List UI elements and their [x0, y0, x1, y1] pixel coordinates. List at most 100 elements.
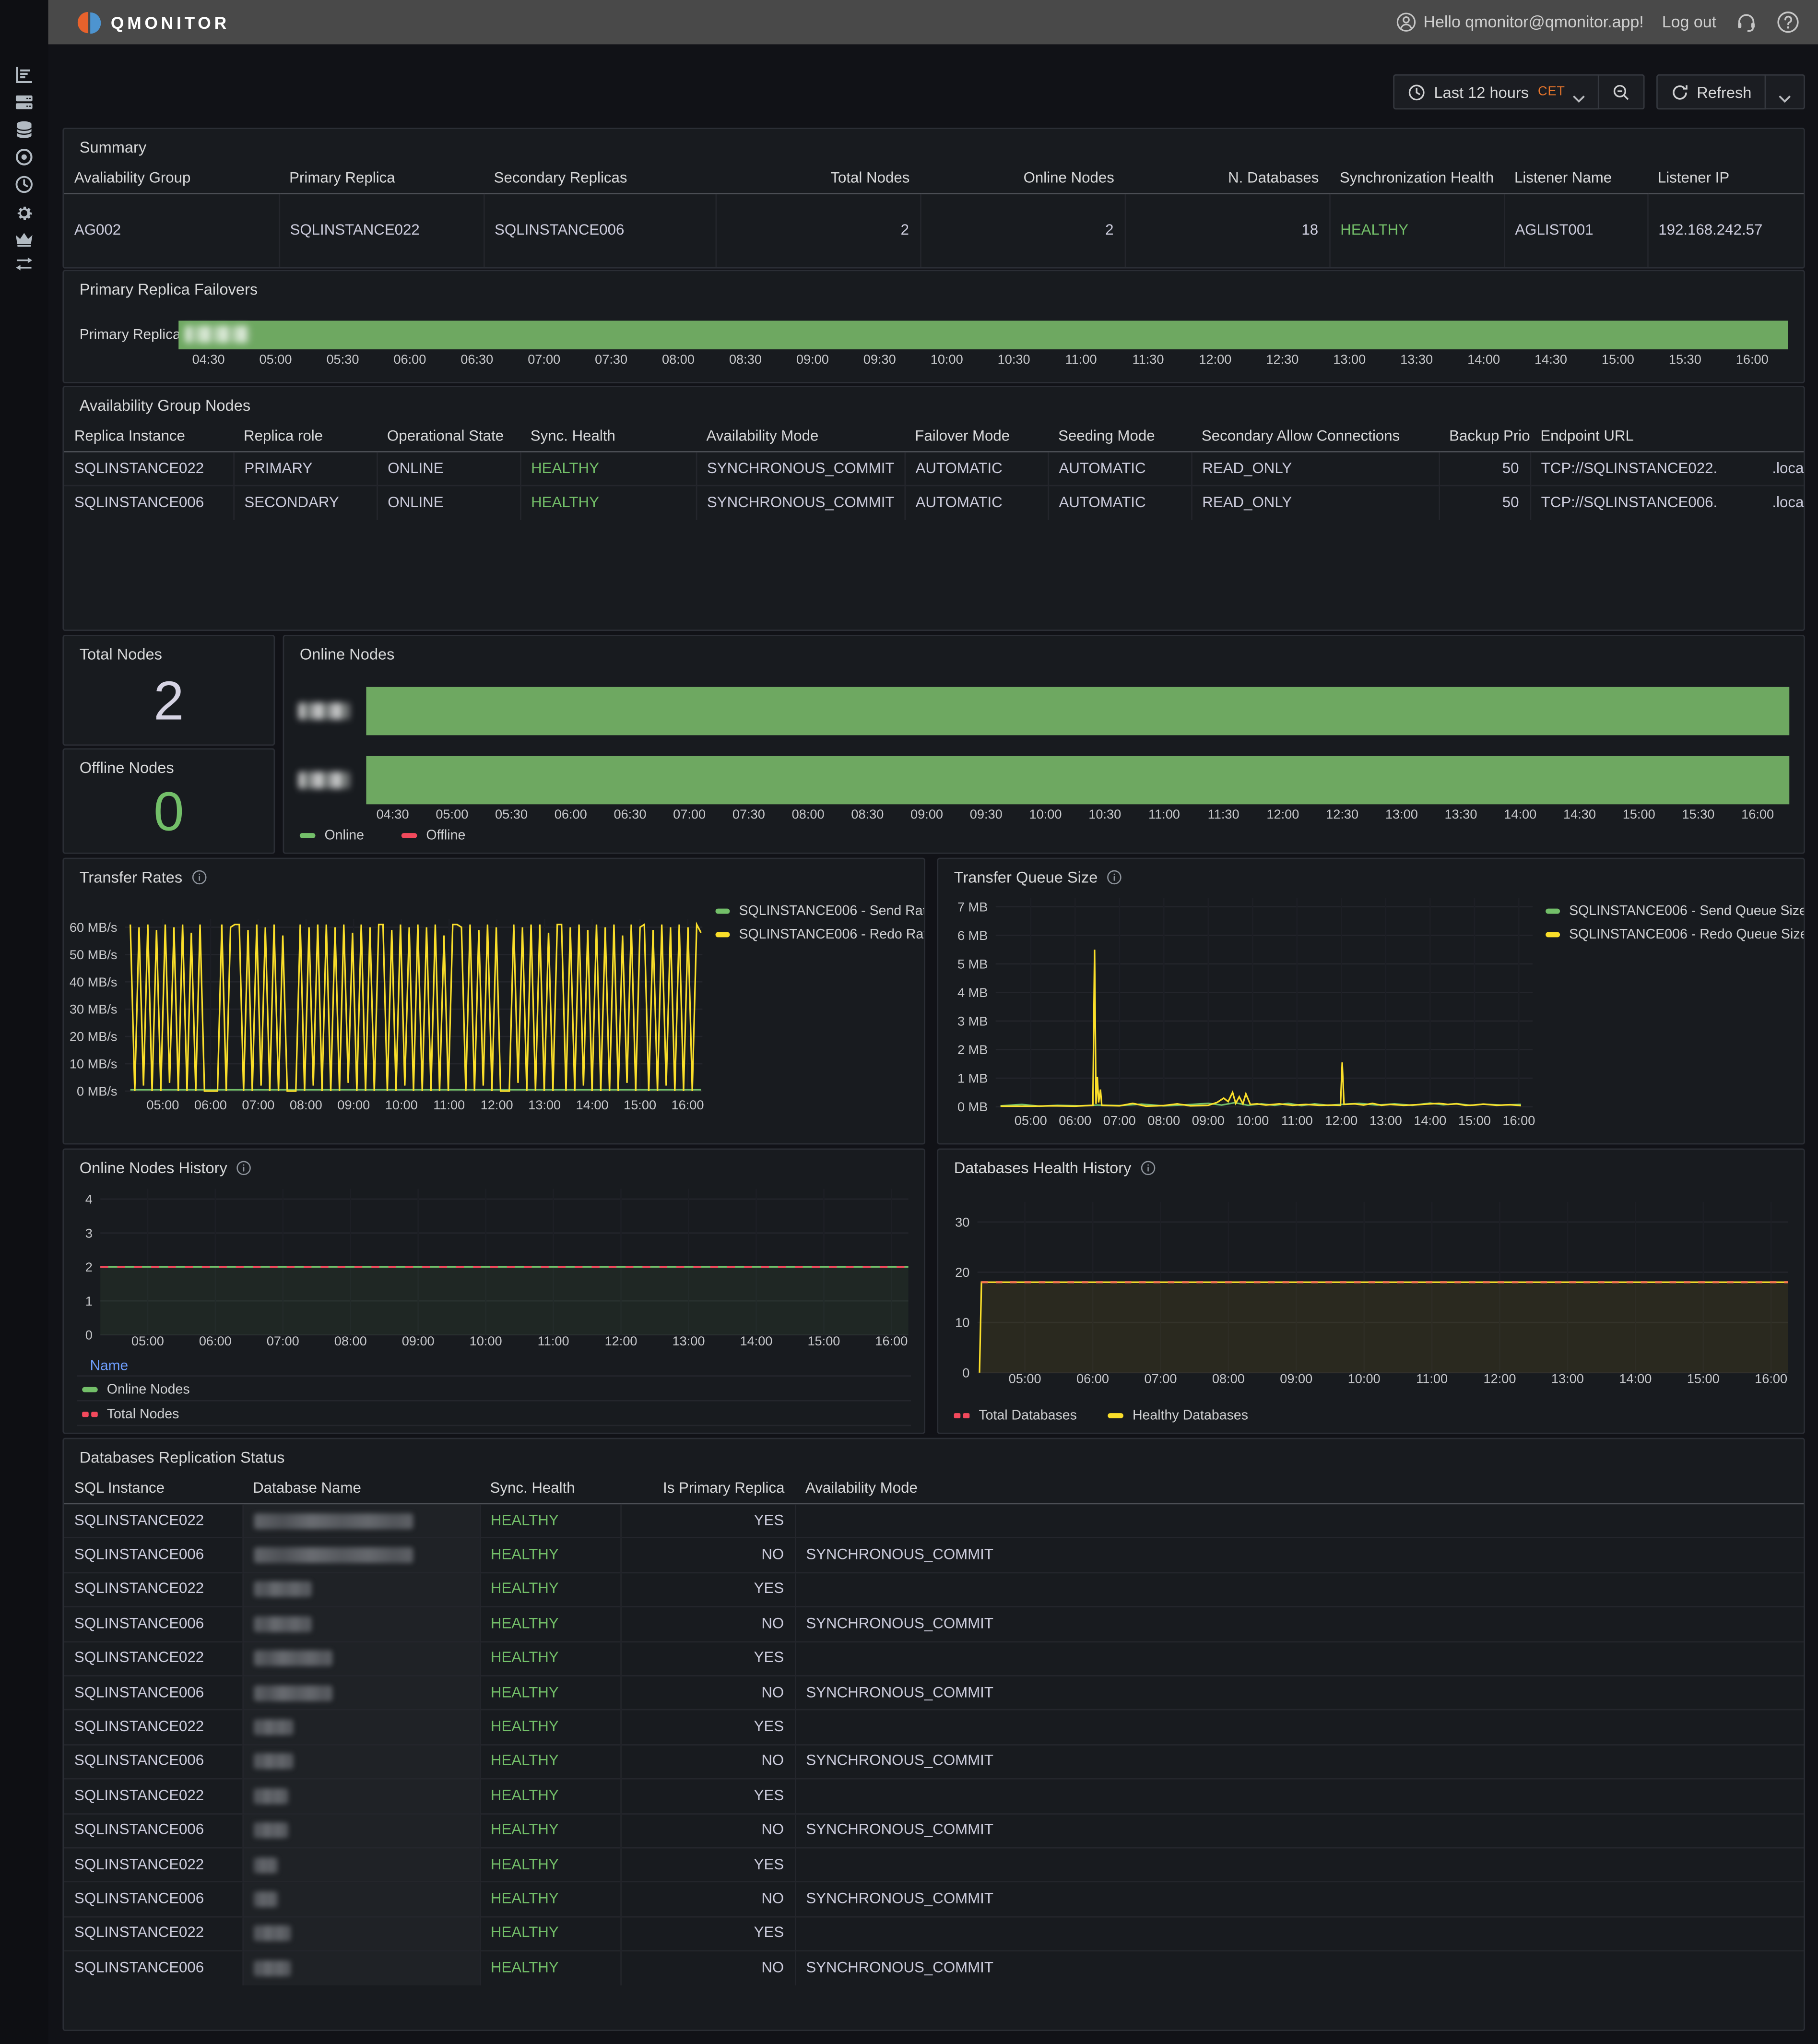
column-header[interactable]: Seeding Mode [1048, 422, 1192, 452]
table-row: SQLINSTANCE022 HEALTHY YES [64, 1640, 1804, 1676]
chevron-down-icon [1779, 88, 1791, 102]
total-nodes-value: 2 [153, 670, 184, 732]
dashboard-toolbar: Last 12 hours CET Refresh [1393, 74, 1805, 110]
legend-item[interactable]: Total Nodes [82, 1406, 179, 1422]
x-axis-label: 10:00 [385, 1097, 418, 1112]
info-icon[interactable] [191, 869, 207, 885]
table-cell: READ_ONLY [1190, 485, 1439, 520]
refresh-button[interactable]: Refresh [1656, 74, 1766, 110]
table-cell: NO [619, 1950, 795, 1985]
table-row: SQLINSTANCE006 HEALTHY NO SYNCHRONOUS_COMMI… [64, 1744, 1804, 1779]
redacted-database-name [253, 1857, 277, 1873]
legend-item[interactable]: SQLINSTANCE006 - Send Rate [715, 903, 924, 919]
column-header[interactable]: Availability Mode [696, 422, 905, 452]
info-icon[interactable] [1140, 1160, 1156, 1176]
record-icon[interactable] [14, 147, 34, 167]
table-row: SQLINSTANCE006 HEALTHY NO SYNCHRONOUS_COMMI… [64, 1537, 1804, 1573]
column-header[interactable]: Online Nodes [920, 164, 1125, 194]
column-header[interactable]: Operational State [377, 422, 520, 452]
column-header[interactable]: Sync. Health [479, 1474, 621, 1505]
column-header[interactable]: Secondary Allow Connections [1191, 422, 1439, 452]
user-greeting: Hello qmonitor@qmonitor.app! [1396, 12, 1644, 32]
table-cell: NO [619, 1744, 795, 1779]
legend-item[interactable]: SQLINSTANCE006 - Send Queue Size [1546, 903, 1804, 919]
column-header[interactable]: Endpoint URL [1530, 422, 1804, 452]
table-cell: SYNCHRONOUS_COMMIT [794, 1537, 1804, 1573]
table-cell [241, 1847, 480, 1882]
axis-tick-label: 06:00 [554, 808, 587, 823]
database-icon[interactable] [14, 120, 34, 140]
axis-tick-label: 05:00 [259, 353, 292, 368]
transfer_rates-chart: 0 MB/s 10 MB/s 20 MB/s 30 MB/s 40 MB/s 50 MB/… [70, 919, 704, 1112]
table-row: SQLINSTANCE022 HEALTHY YES [64, 1709, 1804, 1745]
x-axis-label: 12:00 [1484, 1371, 1516, 1386]
y-axis-label: 10 [955, 1315, 969, 1330]
app-logo[interactable]: QMONITOR [77, 10, 230, 35]
info-icon[interactable] [236, 1160, 252, 1176]
axis-tick-label: 14:30 [1535, 353, 1568, 368]
column-header[interactable]: Backup Priority [1439, 422, 1530, 452]
x-axis-label: 05:00 [146, 1097, 179, 1112]
zoom-out-button[interactable] [1599, 74, 1645, 110]
column-header[interactable]: Primary Replica [279, 164, 484, 194]
column-header[interactable]: Avaliability Group [64, 164, 279, 194]
panel-title: Offline Nodes [79, 759, 174, 777]
top-bar: QMONITOR Hello qmonitor@qmonitor.app! Lo… [48, 0, 1818, 45]
table-cell: SQLINSTANCE022 [278, 193, 484, 267]
table-cell: HEALTHY [479, 1640, 621, 1676]
refresh-interval-dropdown[interactable] [1766, 74, 1805, 110]
servers-icon[interactable] [14, 93, 34, 112]
logout-link[interactable]: Log out [1662, 13, 1717, 32]
legend-item[interactable]: SQLINSTANCE006 - Redo Queue Size [1546, 927, 1804, 942]
clock-icon[interactable] [14, 175, 34, 194]
column-header[interactable]: Database Name [242, 1474, 480, 1505]
column-header[interactable]: SQL Instance [64, 1474, 243, 1505]
legend-item-offline[interactable]: Offline [401, 828, 465, 844]
column-header[interactable]: Listener IP [1647, 164, 1804, 194]
column-header[interactable]: Is Primary Replica [620, 1474, 795, 1505]
bar-chart-icon[interactable] [14, 65, 34, 85]
column-header[interactable]: Replica Instance [64, 422, 234, 452]
crown-icon[interactable] [14, 229, 34, 249]
x-axis-label: 11:00 [1416, 1371, 1448, 1386]
legend-item[interactable]: Healthy Databases [1108, 1408, 1248, 1424]
table-cell: AGLIST001 [1503, 193, 1648, 267]
column-header[interactable]: Listener Name [1504, 164, 1648, 194]
legend-item[interactable]: SQLINSTANCE006 - Redo Rate [715, 927, 924, 942]
table-cell: AG002 [74, 222, 121, 238]
column-header[interactable]: Sync. Health [520, 422, 696, 452]
gear-icon[interactable] [14, 203, 34, 223]
x-axis-label: 07:00 [267, 1333, 299, 1348]
x-axis-label: 16:00 [875, 1333, 908, 1348]
info-icon[interactable] [1107, 869, 1122, 885]
column-header[interactable]: Availability Mode [795, 1474, 1804, 1505]
column-header[interactable]: Replica role [233, 422, 377, 452]
panel-title: Online Nodes [299, 645, 395, 664]
table-cell [794, 1847, 1804, 1882]
panel-transfer-queue-size: Transfer Queue Size 0 MB 1 MB 2 MB 3 MB 4 MB… [937, 857, 1805, 1145]
legend-item[interactable]: Online Nodes [82, 1382, 190, 1397]
table-cell [794, 1571, 1804, 1607]
time-range-picker[interactable]: Last 12 hours CET [1393, 74, 1599, 110]
swap-arrows-icon[interactable] [14, 254, 34, 274]
table-cell [241, 1881, 480, 1917]
support-icon[interactable] [1735, 11, 1758, 34]
column-header[interactable]: Secondary Replicas [483, 164, 716, 194]
column-header[interactable]: Total Nodes [715, 164, 921, 194]
table-cell: 192.168.242.57 [1646, 193, 1804, 267]
legend-item-online[interactable]: Online [299, 828, 364, 844]
table-cell: SYNCHRONOUS_COMMIT [794, 1675, 1804, 1711]
x-axis-label: 11:00 [433, 1097, 465, 1112]
column-header[interactable]: Synchronization Health [1329, 164, 1504, 194]
table-cell: SYNCHRONOUS_COMMIT [695, 452, 905, 486]
table-cell: SYNCHRONOUS_COMMIT [794, 1950, 1804, 1985]
legend-item[interactable]: Total Databases [954, 1408, 1077, 1424]
column-header[interactable]: N. Databases [1124, 164, 1330, 194]
axis-tick-label: 14:00 [1467, 353, 1500, 368]
axis-tick-label: 12:30 [1326, 808, 1359, 823]
column-header[interactable]: Failover Mode [904, 422, 1048, 452]
x-axis-label: 10:00 [1348, 1371, 1381, 1386]
axis-tick-label: 15:00 [1622, 808, 1655, 823]
help-icon[interactable] [1776, 11, 1800, 34]
legend-name-header[interactable]: Name [90, 1358, 129, 1374]
